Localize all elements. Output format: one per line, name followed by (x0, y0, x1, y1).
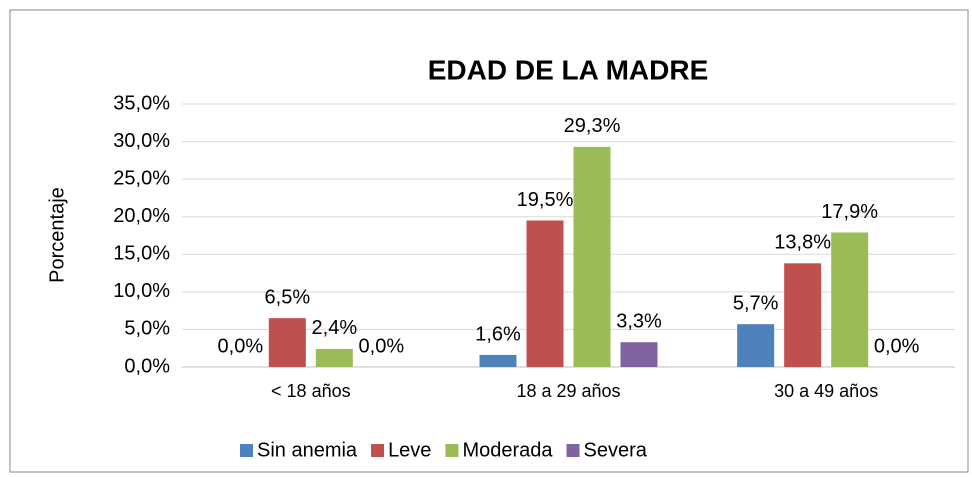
value-label: 19,5% (517, 189, 574, 211)
legend-label: Leve (388, 439, 431, 461)
value-label: 2,4% (312, 317, 358, 339)
value-label: 6,5% (265, 286, 311, 308)
y-tick-label: 30,0% (113, 130, 170, 152)
value-label: 13,8% (774, 232, 831, 254)
value-label: 0,0% (218, 335, 264, 357)
legend-swatch (371, 444, 385, 457)
y-tick-label: 25,0% (113, 167, 170, 189)
chart-title: EDAD DE LA MADRE (428, 54, 709, 85)
chart-border (9, 9, 969, 473)
bar (526, 220, 564, 367)
legend-swatch (566, 444, 580, 457)
legend-label: Moderada (462, 439, 553, 461)
bar (268, 318, 306, 367)
bar (831, 232, 869, 367)
bar (315, 348, 353, 367)
legend-label: Sin anemia (257, 439, 358, 461)
y-tick-label: 0,0% (124, 355, 170, 377)
legend-label: Severa (584, 439, 648, 461)
y-tick-label: 5,0% (124, 318, 170, 340)
bar (573, 146, 611, 367)
value-label: 0,0% (874, 335, 920, 357)
value-label: 0,0% (359, 335, 405, 357)
y-axis-label: Porcentaje (46, 187, 68, 283)
value-label: 1,6% (475, 323, 521, 345)
y-tick-label: 10,0% (113, 280, 170, 302)
bar (784, 263, 822, 367)
y-tick-label: 20,0% (113, 205, 170, 227)
bar (479, 354, 517, 367)
legend-swatch (445, 444, 459, 457)
bar (620, 342, 658, 367)
bar (737, 324, 775, 367)
value-label: 3,3% (616, 310, 662, 332)
x-tick-label: < 18 años (271, 381, 351, 401)
value-label: 29,3% (564, 115, 621, 137)
x-tick-label: 30 a 49 años (774, 381, 878, 401)
y-tick-label: 35,0% (113, 92, 170, 114)
y-tick-label: 15,0% (113, 243, 170, 265)
value-label: 5,7% (733, 292, 779, 314)
value-label: 17,9% (821, 201, 878, 223)
legend-swatch (240, 444, 253, 457)
x-tick-label: 18 a 29 años (516, 381, 620, 401)
